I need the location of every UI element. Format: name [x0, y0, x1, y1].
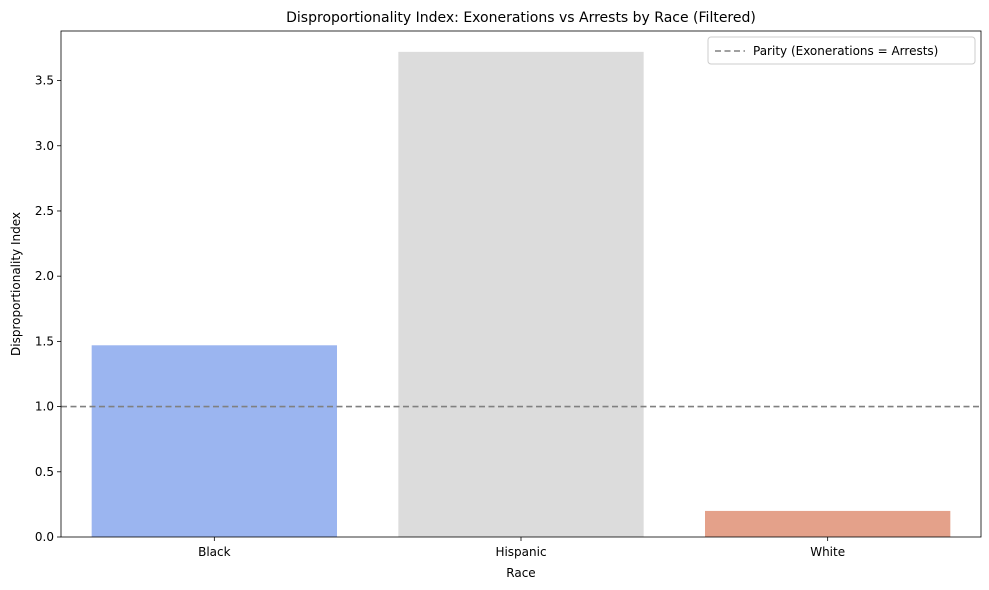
y-tick-label: 0.0 [35, 530, 54, 544]
x-tick-label: Black [198, 545, 231, 559]
y-tick-label: 2.5 [35, 204, 54, 218]
x-tick-label: Hispanic [495, 545, 546, 559]
chart-title: Disproportionality Index: Exonerations v… [286, 10, 756, 26]
plot-area [60, 30, 982, 538]
y-axis-label: Disproportionality Index [9, 212, 23, 356]
legend-box [707, 36, 976, 65]
legend-label: Parity (Exonerations = Arrests) [753, 44, 938, 58]
y-tick-label: 1.5 [35, 334, 54, 348]
x-tick-label: White [810, 545, 845, 559]
bar-hispanic [398, 51, 644, 538]
x-axis-label: Race [506, 566, 535, 580]
y-tick-label: 3.0 [35, 139, 54, 153]
y-axis: 0.0 0.5 1.0 1.5 2.0 2.5 3.0 3.5 [35, 74, 61, 544]
y-tick-label: 0.5 [35, 465, 54, 479]
legend: Parity (Exonerations = Arrests) [707, 36, 976, 65]
bar-white [705, 510, 951, 537]
y-tick-label: 1.0 [35, 400, 54, 414]
x-axis: Black Hispanic White [198, 537, 845, 559]
y-tick-label: 2.0 [35, 269, 54, 283]
bar-black [91, 345, 338, 537]
y-tick-label: 3.5 [35, 74, 54, 88]
